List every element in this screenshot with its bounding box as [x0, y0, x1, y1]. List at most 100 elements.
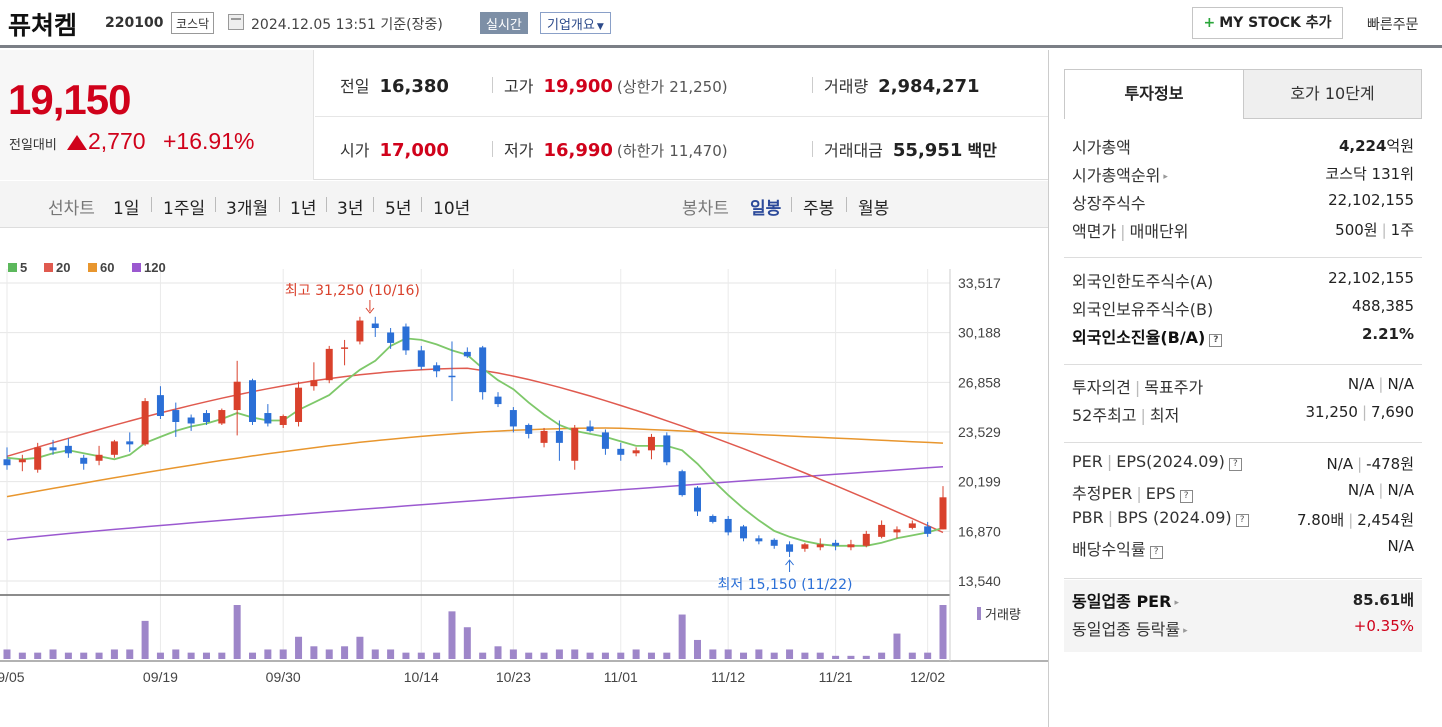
separator: | [1381, 221, 1387, 239]
tab-weekly[interactable]: 주봉 [803, 199, 835, 219]
candle-body [693, 487, 701, 512]
candle-body [586, 426, 594, 431]
info-value-2: -478원 [1366, 455, 1414, 473]
separator [812, 141, 813, 157]
candle-body [740, 526, 748, 539]
volume-bar [110, 649, 118, 659]
volume-bar [295, 636, 303, 659]
tab-orderbook[interactable]: 호가 10단계 [1243, 69, 1422, 119]
ma60-line [6, 427, 944, 498]
section-divider [1064, 257, 1422, 258]
realtime-button[interactable]: 실시간 [480, 12, 528, 34]
current-price: 19,150 [8, 76, 131, 123]
candle-body [755, 538, 763, 542]
candle-body [126, 441, 134, 445]
candle-body [448, 375, 456, 378]
info-key-label: 시가총액순위 [1072, 166, 1161, 185]
candle-body [110, 441, 118, 455]
low-label: 저가 [504, 141, 534, 160]
my-stock-add-button[interactable]: + MY STOCK 추가 [1192, 7, 1343, 39]
volume-bar [233, 605, 241, 659]
volume-bar [218, 652, 226, 659]
section-divider [1064, 364, 1422, 365]
separator: | [1361, 403, 1368, 421]
tab-1year[interactable]: 1년 [290, 199, 317, 219]
info-row: PER | EPS(2024.09)? N/A | -478원 [1064, 450, 1422, 478]
volume-bar [540, 652, 548, 659]
volume-bar [64, 652, 72, 659]
y-tick-label: 16,870 [958, 523, 1001, 539]
volume-bar [279, 649, 287, 659]
separator [279, 197, 280, 212]
tab-1day[interactable]: 1일 [113, 199, 140, 219]
help-icon[interactable]: ? [1228, 458, 1242, 471]
volume-bar [34, 652, 42, 659]
candle-body [862, 533, 870, 546]
info-value-text: 4,224 [1338, 137, 1387, 155]
quote-datetime: 2024.12.05 13:51 [251, 17, 376, 33]
ma5-line [6, 337, 944, 547]
volume-bar [525, 652, 533, 659]
candle-body [479, 347, 487, 393]
info-key: PBR | BPS (2024.09)? [1072, 508, 1249, 527]
max-annotation: 최고 31,250 (10/16) [285, 283, 420, 299]
quick-order-link[interactable]: 빠른주문 [1367, 17, 1419, 33]
help-icon[interactable]: ? [1209, 334, 1223, 347]
legend-swatch [44, 263, 53, 272]
info-key-label: 외국인보유주식수(B) [1072, 300, 1214, 319]
info-value-text: 22,102,155 [1328, 191, 1414, 209]
volume-bar [509, 649, 517, 659]
candle-body [371, 323, 379, 329]
low-cell: 저가 16,990 (하한가 11,470) [504, 137, 728, 161]
info-row: 동일업종 등락률 ▸ +0.35% [1064, 614, 1422, 642]
info-value-text: N/A [1387, 537, 1414, 555]
lower-limit-value: 11,470 [669, 142, 722, 160]
help-icon[interactable]: ? [1179, 490, 1193, 503]
lower-limit-close: ) [721, 142, 728, 160]
x-tick-label: 10/14 [404, 669, 439, 685]
legend-swatch [8, 263, 17, 272]
tab-investment-info[interactable]: 투자정보 [1064, 69, 1244, 119]
volume-bar [893, 633, 901, 659]
candle-body [402, 326, 410, 351]
tab-3months[interactable]: 3개월 [226, 199, 269, 219]
info-row: 외국인한도주식수(A) 22,102,155 [1064, 266, 1422, 294]
tab-10years[interactable]: 10년 [433, 199, 471, 219]
volume-bar [49, 649, 57, 659]
tab-1week[interactable]: 1주일 [163, 199, 206, 219]
candle-body [249, 380, 257, 422]
candle-body [647, 436, 655, 451]
help-icon[interactable]: ? [1149, 546, 1163, 559]
candlestick-chart[interactable]: 33,517 30,188 26,858 23,529 20,199 16,870 13,5… [0, 229, 1048, 727]
tab-3years[interactable]: 3년 [337, 199, 364, 219]
help-icon[interactable]: ? [1235, 514, 1249, 527]
volume-bar [647, 652, 655, 659]
volume-bar [417, 652, 425, 659]
info-value-text: 85.61배 [1352, 591, 1414, 609]
ma120-line [6, 465, 944, 541]
info-row: 동일업종 PER ▸ 85.61배 [1064, 586, 1422, 614]
candle-body [939, 497, 947, 530]
volume-bar [678, 614, 686, 659]
separator: | [1378, 375, 1384, 393]
volume-bar [264, 649, 272, 659]
separator [492, 141, 493, 157]
stock-code: 220100 [105, 15, 164, 31]
info-row: 시가총액순위 ▸ 코스닥 131위 [1064, 160, 1422, 188]
info-value: N/A [1387, 537, 1414, 555]
tab-daily[interactable]: 일봉 [750, 199, 782, 219]
volume-bar [310, 646, 318, 659]
info-key-label-2: 목표주가 [1144, 378, 1204, 397]
info-row: 상장주식수 22,102,155 [1064, 188, 1422, 216]
price-change: 2,770 [88, 128, 146, 154]
x-tick-label: 09/05 [0, 669, 25, 685]
info-value-2: N/A [1387, 481, 1414, 499]
info-value-text: 31,250 [1305, 403, 1358, 421]
candle-body [663, 435, 671, 463]
tab-monthly[interactable]: 월봉 [858, 199, 890, 219]
volume-bar [356, 636, 364, 659]
min-annotation: 최저 15,150 (11/22) [718, 577, 853, 593]
company-overview-dropdown[interactable]: 기업개요 ▼ [540, 12, 611, 34]
info-value-text: +0.35% [1353, 617, 1414, 635]
tab-5years[interactable]: 5년 [385, 199, 412, 219]
